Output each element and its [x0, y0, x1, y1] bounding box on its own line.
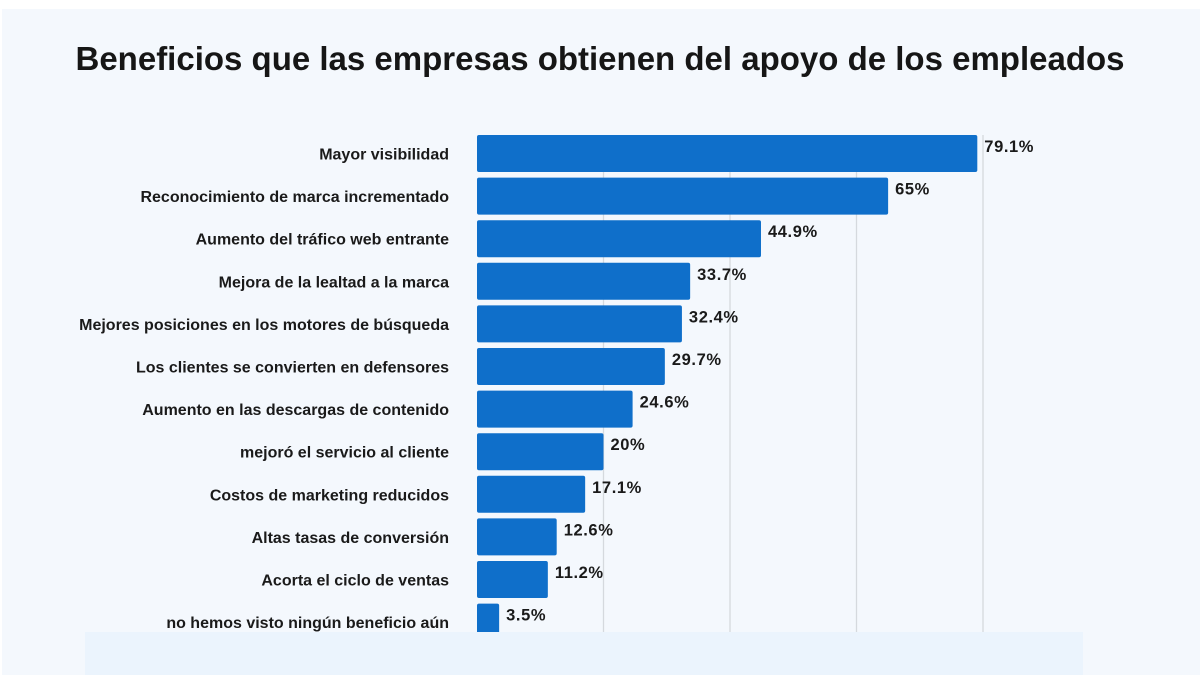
data-label: 44.9% — [768, 223, 818, 241]
category-label: Acorta el ciclo de ventas — [261, 573, 449, 590]
data-label: 79.1% — [984, 138, 1034, 156]
bar — [477, 433, 604, 471]
bar — [477, 603, 500, 641]
data-label: 65% — [895, 181, 930, 199]
bar — [477, 348, 665, 385]
category-label: Altas tasas de conversión — [252, 530, 449, 547]
data-label: 3.5% — [506, 607, 546, 625]
category-label: no hemos visto ningún beneficio aún — [166, 615, 449, 632]
category-label: Los clientes se convierten en defensores — [136, 360, 449, 377]
footer-panel — [85, 632, 1083, 675]
data-label: 17.1% — [592, 479, 642, 497]
bar — [477, 262, 691, 300]
data-label: 32.4% — [689, 308, 739, 326]
category-label: Mejora de la lealtad a la marca — [219, 274, 449, 291]
category-label: Mejores posiciones en los motores de bús… — [79, 317, 449, 334]
bar — [477, 475, 586, 513]
category-label: mejoró el servicio al cliente — [240, 445, 449, 462]
data-label: 33.7% — [697, 266, 747, 284]
bar — [477, 135, 978, 172]
category-label: Aumento del tráfico web entrante — [196, 232, 449, 249]
category-label: Mayor visibilidad — [319, 147, 449, 164]
bar — [477, 390, 633, 428]
data-label: 11.2% — [555, 564, 604, 582]
bar — [477, 518, 557, 556]
data-label: 29.7% — [672, 351, 722, 369]
data-label: 24.6% — [640, 394, 690, 412]
category-label: Reconocimiento de marca incrementado — [140, 189, 449, 206]
bar — [477, 177, 889, 215]
category-label: Aumento en las descargas de contenido — [142, 402, 449, 419]
bar — [477, 561, 548, 598]
data-label: 12.6% — [564, 521, 614, 539]
bar — [477, 220, 761, 258]
category-label: Costos de marketing reducidos — [210, 487, 449, 504]
bar — [477, 305, 682, 343]
data-label: 20% — [611, 436, 646, 454]
chart-title: Beneficios que las empresas obtienen del… — [75, 40, 1125, 77]
